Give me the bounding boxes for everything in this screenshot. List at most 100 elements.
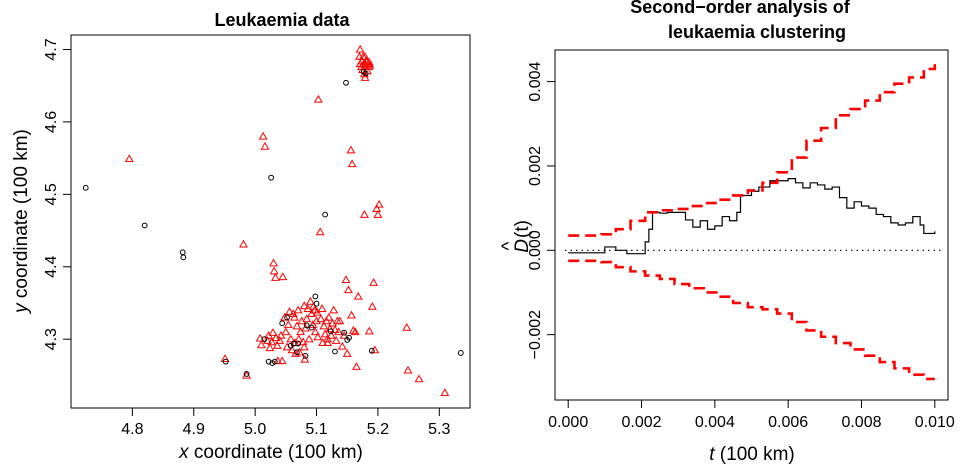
case-triangle-marker [256, 340, 266, 349]
case-triangle-marker [347, 310, 356, 319]
case-triangle-marker [341, 275, 351, 284]
control-circle-marker [222, 358, 229, 365]
case-triangle-marker [283, 320, 293, 328]
dhat-y-tick-label: −0.002 [527, 310, 544, 359]
dhat-title-line-2: leukaemia clustering [668, 22, 846, 42]
scatter-y-tick-label: 4.4 [43, 256, 60, 278]
case-triangle-marker [262, 336, 272, 344]
scatter-title: Leukaemia data [214, 10, 350, 30]
control-circle-marker [271, 358, 278, 365]
case-triangle-marker [329, 305, 339, 314]
case-triangle-marker [302, 314, 312, 323]
scatter-y-tick-label: 4.5 [43, 183, 60, 205]
dhat-y-axis-label: D ^ (t) [499, 220, 533, 253]
control-circle-marker [293, 349, 300, 356]
control-circle-marker [312, 293, 319, 300]
case-triangle-marker [324, 312, 334, 321]
dhat-series [568, 60, 937, 381]
dhat-x-tick-label: 0.010 [915, 414, 955, 431]
case-triangle-marker [289, 312, 299, 321]
case-triangle-marker [367, 301, 377, 310]
control-circle-marker [141, 222, 148, 229]
control-circle-marker [265, 358, 272, 365]
case-triangle-marker [299, 301, 309, 310]
dhat-x-tick-label: 0.002 [621, 414, 661, 431]
control-circle-marker [290, 340, 297, 347]
case-triangle-marker [281, 327, 291, 336]
case-triangle-marker [275, 336, 285, 344]
case-triangle-marker [300, 354, 310, 363]
control-circle-marker [346, 334, 352, 341]
case-triangle-marker [313, 94, 323, 103]
dhat-x-axis-label: t (100 km) [709, 444, 795, 465]
case-triangle-marker [319, 321, 329, 330]
scatter-panel: Leukaemia data 4.8 4.9 5.0 5.1 5.2 5.3 4.3 4.4… [11, 10, 471, 463]
svg-text:(t): (t) [512, 220, 533, 238]
control-circle-marker [303, 322, 310, 329]
control-circle-marker [302, 352, 309, 359]
dhat-x-tick-label: 0.008 [841, 414, 881, 431]
control-circle-marker [341, 329, 348, 336]
case-triangle-marker [269, 258, 279, 267]
case-triangle-marker [304, 334, 314, 343]
control-circle-marker [322, 211, 329, 218]
case-triangle-marker [347, 159, 357, 168]
svg-text:D: D [512, 239, 533, 253]
lower-envelope-line [568, 259, 935, 381]
case-triangle-marker [272, 341, 282, 349]
control-circle-marker [243, 371, 250, 377]
case-triangle-marker [320, 329, 330, 338]
case-triangle-marker [305, 296, 315, 305]
case-triangle-marker [364, 326, 374, 335]
scatter-y-tick-label: 4.6 [43, 111, 60, 133]
dhat-x-tick-label: 0.006 [768, 414, 808, 431]
scatter-y-axis: 4.3 4.4 4.5 4.6 4.7 [43, 38, 72, 350]
case-triangle-marker [294, 347, 304, 356]
control-circle-marker [457, 350, 464, 356]
dhat-x-axis: 0.000 0.002 0.004 0.006 0.008 0.010 [548, 399, 955, 431]
case-triangle-marker [220, 354, 230, 362]
dhat-plot-box [554, 49, 949, 401]
scatter-x-axis: 4.8 4.9 5.0 5.1 5.2 5.3 [121, 407, 451, 438]
scatter-x-tick-label: 4.8 [121, 421, 143, 438]
case-triangle-marker [353, 291, 363, 300]
case-triangle-marker [282, 342, 292, 351]
case-triangle-marker [310, 327, 320, 336]
case-triangle-marker [277, 356, 287, 365]
case-triangle-marker [303, 304, 313, 312]
case-triangle-marker [280, 312, 290, 321]
case-triangle-marker [373, 210, 383, 218]
case-triangle-marker [331, 336, 341, 344]
control-circle-marker [332, 348, 338, 355]
case-triangle-marker [370, 345, 380, 354]
case-triangle-marker [339, 330, 349, 339]
case-triangle-marker [270, 273, 280, 281]
scatter-x-axis-label: x coordinate (100 km) [178, 442, 363, 463]
case-triangle-marker [360, 73, 370, 81]
case-triangle-marker [294, 334, 304, 343]
case-triangle-marker [343, 285, 353, 294]
case-triangle-marker [316, 314, 326, 323]
case-triangle-marker [292, 321, 302, 330]
dhat-y-tick-label: 0.002 [527, 146, 544, 186]
case-triangle-marker [317, 304, 327, 312]
scatter-y-tick-label: 4.7 [43, 38, 60, 60]
upper-envelope-line [568, 60, 937, 237]
control-circle-marker [362, 70, 369, 77]
case-triangle-marker [326, 330, 336, 339]
case-triangle-marker [346, 145, 356, 154]
case-triangle-marker [364, 57, 374, 66]
case-triangle-marker [239, 239, 248, 248]
control-circle-marker [368, 347, 375, 354]
case-triangle-marker [313, 332, 323, 341]
dhat-title-line-1: Second−order analysis of [630, 0, 851, 17]
case-triangle-marker [273, 356, 283, 365]
hat-accent: ^ [499, 241, 520, 250]
case-triangle-marker [374, 199, 384, 208]
case-triangle-marker [258, 131, 268, 140]
case-triangle-marker [299, 342, 309, 351]
dhat-y-axis: −0.002 0.000 0.002 0.004 [527, 62, 556, 359]
control-circle-marker [180, 254, 187, 261]
control-circle-marker [295, 340, 302, 347]
case-triangle-marker [342, 349, 352, 357]
